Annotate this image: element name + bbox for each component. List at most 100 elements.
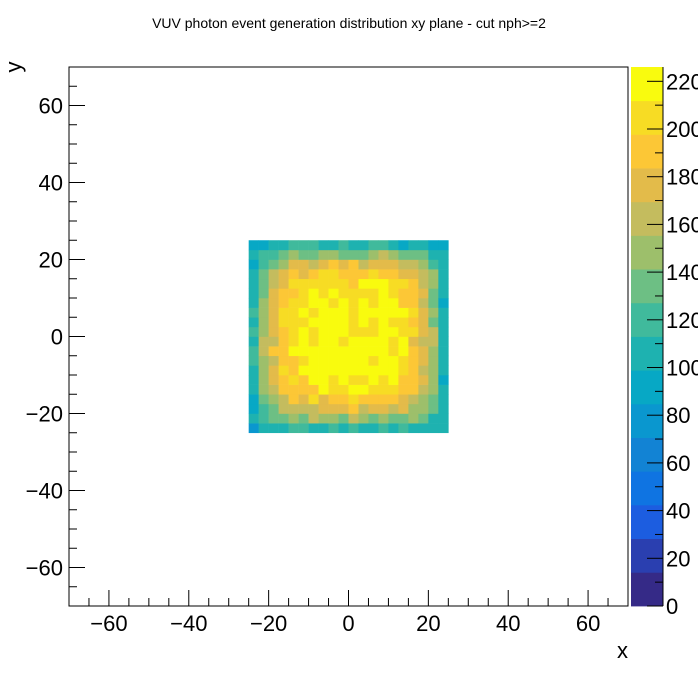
heatmap-bin <box>348 249 359 260</box>
colorbar-swatch <box>631 168 663 203</box>
heatmap-bin <box>318 288 329 299</box>
heatmap-bin <box>368 413 379 424</box>
heatmap-bin <box>248 403 259 414</box>
heatmap-bin <box>358 375 369 385</box>
heatmap-bin <box>298 394 309 405</box>
heatmap-bin <box>378 384 389 395</box>
heatmap-bin <box>268 259 279 270</box>
y-axis-label: y <box>1 62 26 73</box>
heatmap-bin <box>378 269 389 280</box>
heatmap-bin <box>268 355 279 366</box>
heatmap-bin <box>318 249 329 260</box>
heatmap-bin <box>288 240 299 251</box>
heatmap-bin <box>338 278 349 289</box>
heatmap-bin <box>378 240 389 251</box>
heatmap-bin <box>348 413 359 424</box>
heatmap-bin <box>318 394 329 405</box>
y-tick-label: −40 <box>26 479 63 504</box>
heatmap-bin <box>278 394 289 405</box>
heatmap-bin <box>428 365 439 376</box>
heatmap-bin <box>278 240 289 251</box>
colorbar-swatch <box>631 134 663 169</box>
heatmap-bin <box>298 259 309 270</box>
heatmap-bin <box>258 403 269 414</box>
heatmap-bin <box>308 365 319 376</box>
heatmap-bin <box>338 394 349 405</box>
heatmap-bin <box>348 394 359 405</box>
heatmap-bin <box>368 317 379 328</box>
heatmap-bin <box>408 259 419 270</box>
heatmap-bin <box>438 307 449 318</box>
heatmap-bin <box>258 249 269 260</box>
heatmap-bin <box>298 288 309 299</box>
heatmap-bin <box>378 298 389 308</box>
heatmap-bin <box>438 336 449 347</box>
x-axis-label: x <box>617 638 628 663</box>
x-tick-label: −40 <box>170 611 207 636</box>
y-tick-label: −20 <box>26 402 63 427</box>
heatmap-bin <box>258 298 269 308</box>
heatmap-bin <box>338 365 349 376</box>
heatmap-bin <box>348 259 359 270</box>
heatmap-bin <box>308 413 319 424</box>
heatmap-bin <box>398 355 409 366</box>
heatmap-bin <box>318 355 329 366</box>
heatmap-bin <box>368 336 379 347</box>
x-tick-label: −20 <box>250 611 287 636</box>
heatmap-bin <box>348 288 359 299</box>
heatmap-bin <box>338 259 349 270</box>
heatmap-bin <box>408 394 419 405</box>
heatmap-bin <box>398 249 409 260</box>
heatmap-bin <box>418 365 429 376</box>
heatmap-bin <box>418 307 429 318</box>
heatmap-bin <box>258 240 269 251</box>
colorbar-swatch <box>631 201 663 236</box>
heatmap-bin <box>268 240 279 251</box>
heatmap-bin <box>408 269 419 280</box>
heatmap-bin <box>258 317 269 328</box>
heatmap-bin <box>308 269 319 280</box>
colorbar-tick-label: 200 <box>666 117 698 142</box>
heatmap-bin <box>318 346 329 357</box>
heatmap-bin <box>388 413 399 424</box>
heatmap-bin <box>388 355 399 366</box>
heatmap-bin <box>358 403 369 414</box>
heatmap-bin <box>358 423 369 434</box>
heatmap-bin <box>318 317 329 328</box>
heatmap-bin <box>428 375 439 385</box>
heatmap-bin <box>438 413 449 424</box>
heatmap-bin <box>278 365 289 376</box>
heatmap-bin <box>308 355 319 366</box>
heatmap-bin <box>408 346 419 357</box>
heatmap-bin <box>308 326 319 337</box>
heatmap-bin <box>368 365 379 376</box>
heatmap-bin <box>408 413 419 424</box>
heatmap-bin <box>398 423 409 434</box>
heatmap-bin <box>418 394 429 405</box>
heatmap-bin <box>298 298 309 308</box>
heatmap-bin <box>258 259 269 270</box>
heatmap-bin <box>398 346 409 357</box>
heatmap-bin <box>338 298 349 308</box>
heatmap-bin <box>248 240 259 251</box>
heatmap-bin <box>428 317 439 328</box>
colorbar-swatch <box>631 100 663 135</box>
heatmap-bin <box>298 269 309 280</box>
heatmap-bin <box>258 423 269 434</box>
heatmap-bin <box>378 336 389 347</box>
heatmap-bin <box>248 269 259 280</box>
heatmap-bin <box>318 413 329 424</box>
heatmap-bin <box>288 403 299 414</box>
heatmap-bin <box>418 288 429 299</box>
heatmap-bin <box>368 298 379 308</box>
x-tick-label: 0 <box>342 611 354 636</box>
heatmap-bin <box>278 307 289 318</box>
heatmap-bin <box>318 240 329 251</box>
heatmap-bin <box>358 394 369 405</box>
heatmap-bin <box>378 355 389 366</box>
heatmap-bin <box>358 336 369 347</box>
heatmap-bin <box>268 403 279 414</box>
heatmap-bin <box>268 384 279 395</box>
heatmap-bin <box>308 259 319 270</box>
